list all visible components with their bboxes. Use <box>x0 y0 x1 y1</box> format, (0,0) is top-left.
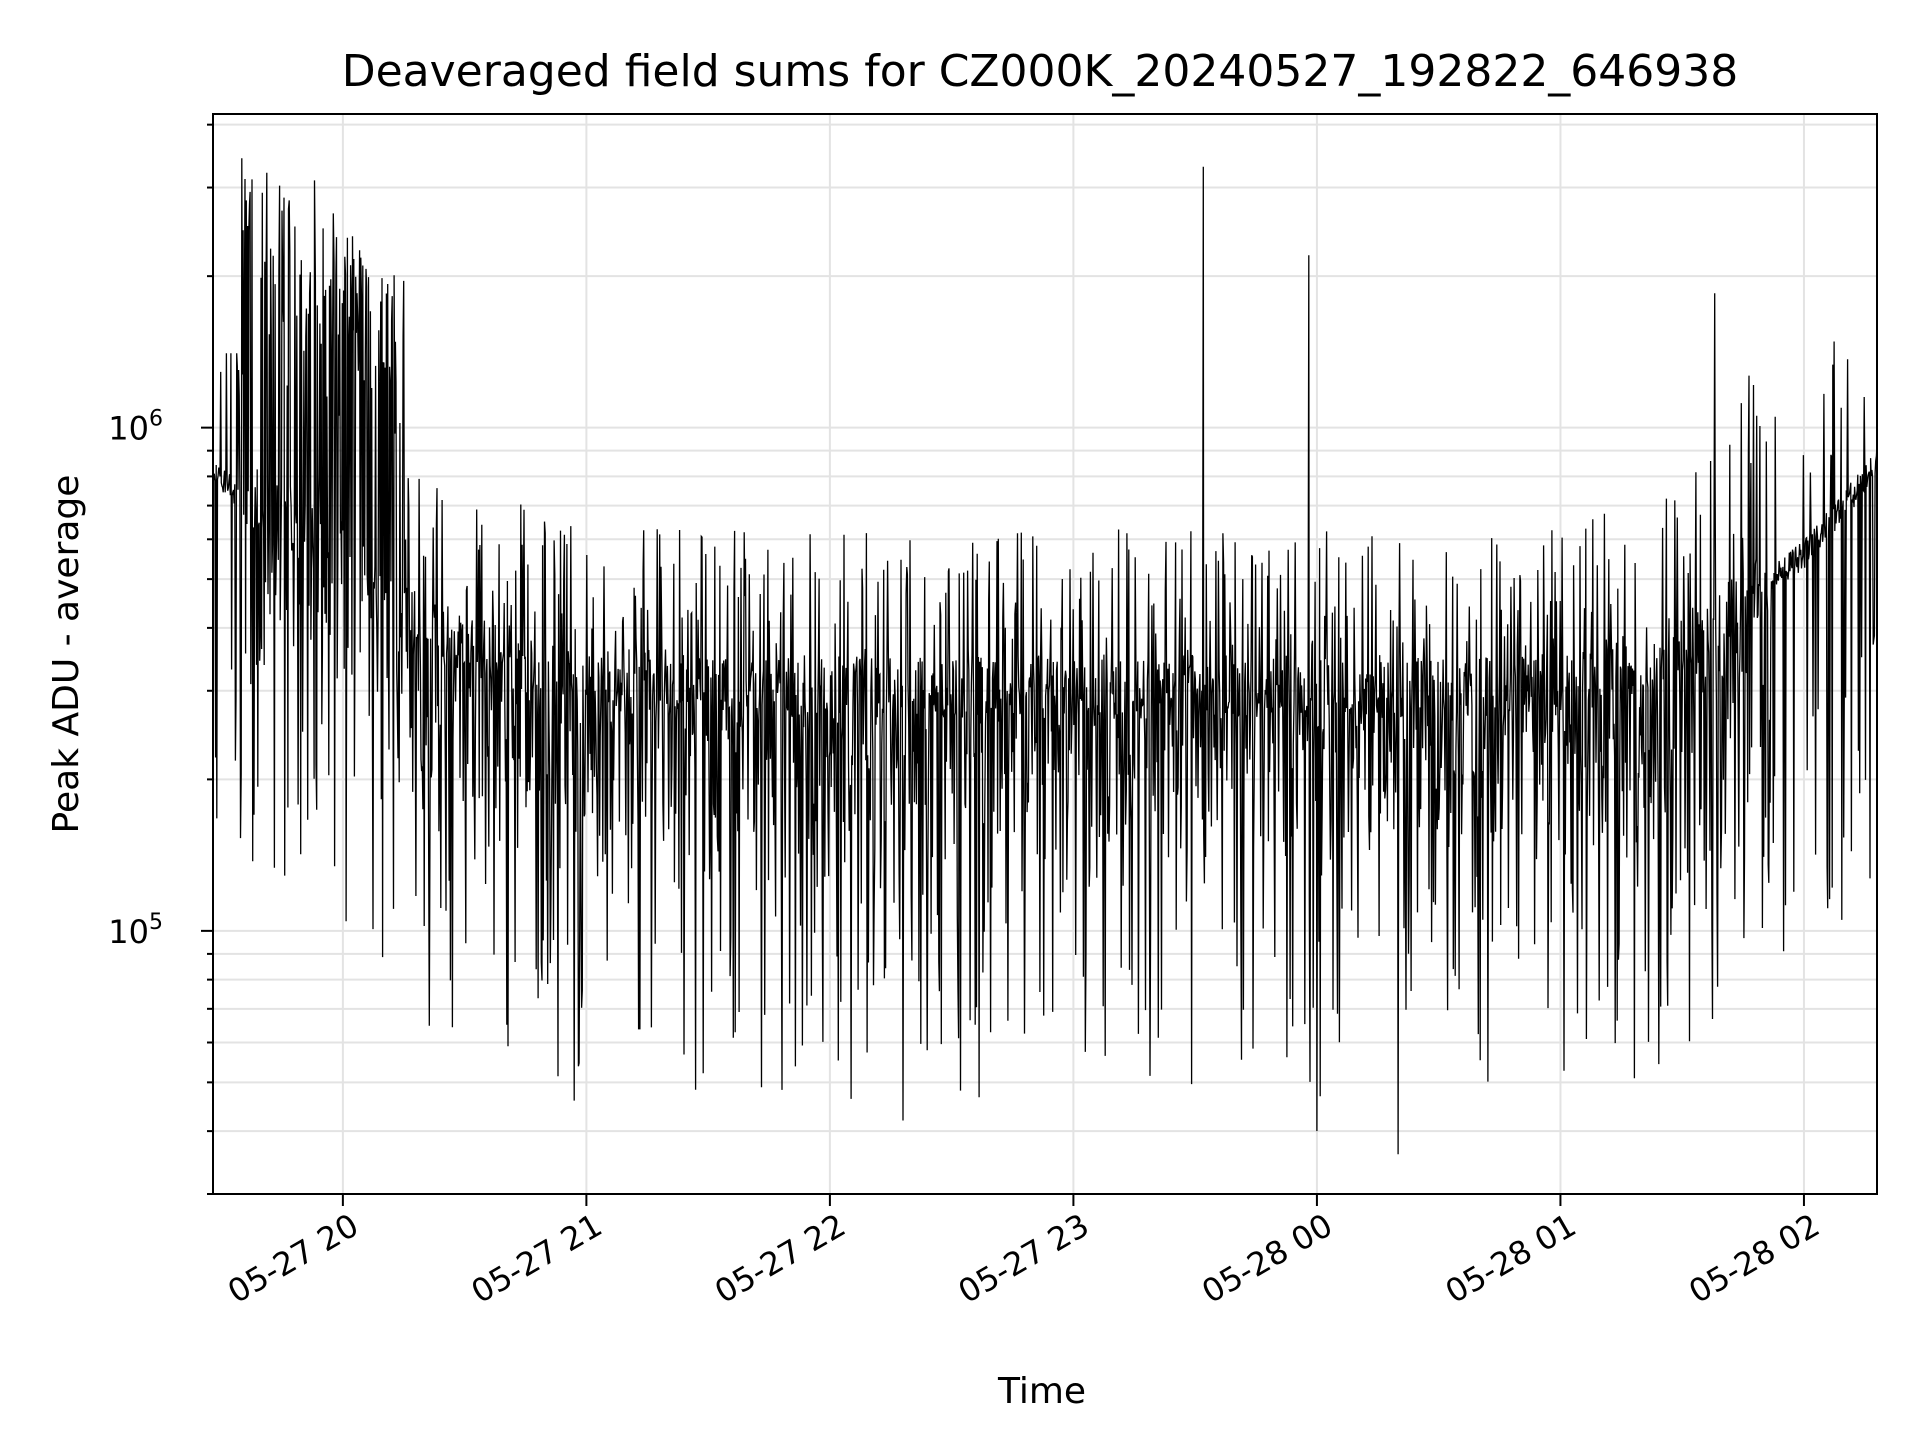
y-axis-ticks: 105 106 <box>108 123 213 1195</box>
chart-title: Deaveraged field sums for CZ000K_2024052… <box>342 46 1739 97</box>
plot-frame <box>212 113 1878 1195</box>
y-tick-label: 106 <box>108 407 163 448</box>
y-tick-label: 105 <box>108 910 163 951</box>
series-path <box>212 158 1878 1155</box>
series-line <box>212 158 1878 1155</box>
grid-lines <box>213 114 1877 1195</box>
x-axis-label: Time <box>997 1371 1086 1412</box>
y-axis-label: Peak ADU - average <box>46 475 87 834</box>
